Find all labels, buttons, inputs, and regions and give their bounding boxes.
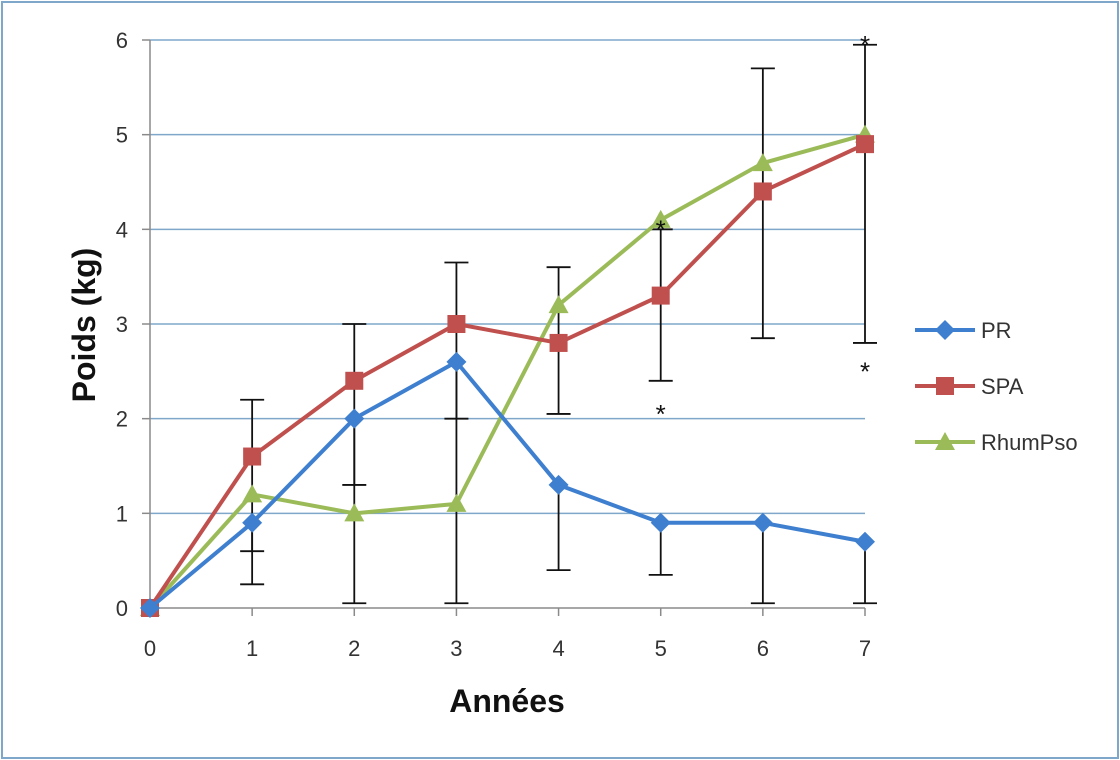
data-point-spa [651,286,670,305]
series-group [140,124,875,618]
annotation-star: * [656,215,666,245]
data-point-rhumpso [650,209,671,228]
annotation-star: * [656,399,666,429]
annotations: * * * * [656,30,870,429]
x-tick-label: 4 [552,636,564,661]
data-point-rhumpso [548,295,569,314]
data-point-spa [856,135,874,154]
data-point-pr [548,474,569,495]
legend-marker-spa [936,377,954,395]
series-line-spa [148,142,866,610]
data-point-spa [345,371,364,390]
series-line-rhumpso [148,132,866,610]
y-tick-label: 0 [116,596,128,621]
data-point-rhumpso [344,503,365,522]
data-point-pr [855,531,875,552]
y-tick-label: 4 [116,217,128,242]
data-point-pr [140,598,160,618]
data-point-pr [650,512,671,533]
y-tick-label: 1 [116,501,128,526]
data-point-pr [752,512,773,533]
x-tick-label: 7 [859,636,871,661]
y-tick-label: 6 [116,28,128,53]
annotation-star: * [860,357,870,387]
y-tick-label: 5 [116,123,128,148]
data-point-spa [243,447,262,466]
x-tick-label: 2 [348,636,360,661]
x-tick-label: 1 [246,636,258,661]
x-tick-label: 6 [757,636,769,661]
data-point-pr [242,512,263,533]
x-tick-label: 3 [450,636,462,661]
data-point-rhumpso [242,484,263,503]
y-tick-label: 3 [116,312,128,337]
x-axis-title: Années [449,683,565,719]
data-point-rhumpso [752,153,773,172]
legend-marker-rhumpso [935,432,955,450]
y-tick-label: 2 [116,407,128,432]
legend: PR SPA RhumPso [915,318,1078,455]
data-point-spa [549,333,568,352]
data-point-rhumpso [446,493,467,512]
x-tick-label: 0 [144,636,156,661]
grid [150,39,865,515]
data-point-pr [344,408,365,429]
annotation-star: * [860,30,870,60]
y-axis-title: Poids (kg) [66,248,102,403]
legend-label-spa: SPA [981,374,1024,399]
data-point-spa [447,315,466,333]
legend-label-rhumpso: RhumPso [981,430,1078,455]
legend-label-pr: PR [981,318,1012,343]
series-line-pr [148,359,866,610]
data-point-pr [446,351,467,372]
data-point-spa [753,182,772,201]
x-tick-label: 5 [655,636,667,661]
axes: 0 1 2 3 4 5 6 0 1 2 3 4 5 6 7 [116,28,871,661]
legend-marker-pr [935,320,955,340]
